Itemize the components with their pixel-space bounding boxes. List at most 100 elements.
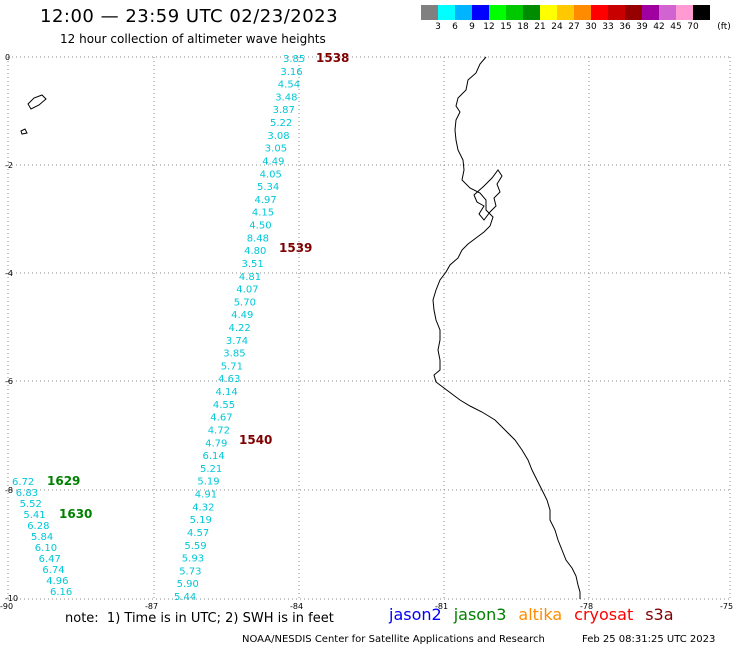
swh-value: 4.96 <box>46 576 68 587</box>
color-swatch <box>540 5 557 20</box>
chart-title: 12:00 — 23:59 UTC 02/23/2023 <box>40 6 339 27</box>
color-scale-label: 36 <box>619 22 631 32</box>
swh-value: 4.32 <box>192 502 214 513</box>
swh-value: 4.15 <box>252 208 274 219</box>
swh-value: 5.84 <box>31 532 53 543</box>
color-swatch <box>489 5 506 20</box>
swh-value: 3.85 <box>283 54 305 65</box>
swh-value: 4.50 <box>249 221 271 232</box>
swh-value: 6.10 <box>35 543 57 554</box>
swh-value: 4.67 <box>210 413 232 424</box>
color-swatch <box>642 5 659 20</box>
swh-value: 4.49 <box>231 310 253 321</box>
swh-value: 5.19 <box>190 515 212 526</box>
swh-value: 6.28 <box>27 521 49 532</box>
swh-value: 5.71 <box>221 361 243 372</box>
swh-value: 6.47 <box>39 554 61 565</box>
lat-label: -2 <box>5 161 13 170</box>
swh-value: 5.22 <box>270 118 292 129</box>
note-text: note: 1) Time is in UTC; 2) SWH is in fe… <box>65 611 334 626</box>
swh-value: 5.59 <box>184 541 206 552</box>
swh-value: 3.87 <box>273 105 295 116</box>
color-scale-label: 33 <box>602 22 614 32</box>
color-swatch <box>625 5 642 20</box>
swh-value: 4.81 <box>239 272 261 283</box>
swh-value: 3.16 <box>280 67 302 78</box>
swh-value: 8.48 <box>247 233 269 244</box>
lat-lon-grid <box>7 56 731 600</box>
color-scale-label: 27 <box>568 22 580 32</box>
satellite-jason3-label: jason3 <box>453 605 507 624</box>
lon-label: -78 <box>580 602 593 611</box>
swh-track-2: 6.726.835.525.416.285.846.106.476.744.96… <box>12 477 72 598</box>
color-scale-label: 24 <box>551 22 563 32</box>
swh-value: 4.72 <box>208 426 230 437</box>
swh-value: 3.85 <box>223 349 245 360</box>
time-label-1540: 1540 <box>239 433 272 447</box>
swh-value: 4.55 <box>213 400 235 411</box>
time-label-1538: 1538 <box>316 51 349 65</box>
lon-label: -90 <box>0 602 13 611</box>
lat-label: -10 <box>5 594 18 603</box>
color-scale-label: 42 <box>653 22 665 32</box>
time-label-1539: 1539 <box>279 241 312 255</box>
color-swatch <box>421 5 438 20</box>
color-scale-label: 30 <box>585 22 597 32</box>
swh-value: 4.63 <box>218 374 240 385</box>
lat-label: -8 <box>5 486 13 495</box>
color-scale-label: 21 <box>534 22 546 32</box>
swh-value: 4.49 <box>262 157 284 168</box>
swh-value: 6.83 <box>16 488 38 499</box>
swh-value: 4.14 <box>216 387 238 398</box>
swh-value: 5.93 <box>182 554 204 565</box>
swh-value: 3.74 <box>226 336 248 347</box>
swh-value: 3.51 <box>242 259 264 270</box>
color-scale-label: 9 <box>469 22 475 32</box>
color-scale-label: 45 <box>670 22 682 32</box>
latitude-labels: 0 -2 -4 -6 -8 -10 <box>5 53 18 603</box>
color-swatch <box>659 5 676 20</box>
color-swatch <box>591 5 608 20</box>
color-swatch <box>472 5 489 20</box>
color-scale-label: 39 <box>636 22 648 32</box>
wave-height-color-scale <box>421 5 710 20</box>
satellite-altika-label: altika <box>518 605 563 624</box>
swh-value: 5.41 <box>23 510 45 521</box>
coastline <box>20 56 581 599</box>
lat-label: 0 <box>5 53 10 62</box>
lon-label: -75 <box>720 602 733 611</box>
longitude-labels: -90 -87 -84 -81 -78 -75 <box>0 602 733 611</box>
swh-value: 4.97 <box>255 195 277 206</box>
color-scale-unit: (ft) <box>717 22 731 32</box>
chart-subtitle: 12 hour collection of altimeter wave hei… <box>60 32 326 46</box>
color-swatch <box>574 5 591 20</box>
footer-timestamp: Feb 25 08:31:25 UTC 2023 <box>582 634 716 645</box>
swh-value: 4.91 <box>195 490 217 501</box>
swh-track-1: 3.853.164.543.483.875.223.083.054.494.05… <box>174 54 305 603</box>
swh-value: 5.34 <box>257 182 279 193</box>
satellite-legend: jason2 jason3 altika cryosat s3a <box>389 605 686 624</box>
pass-time-labels: 1538 1539 1540 1629 1630 <box>47 51 349 521</box>
swh-value: 5.90 <box>177 579 199 590</box>
color-swatch <box>455 5 472 20</box>
lon-label: -84 <box>290 602 303 611</box>
color-swatch <box>676 5 693 20</box>
swh-value: 5.52 <box>20 499 42 510</box>
color-scale-label: 12 <box>483 22 495 32</box>
swh-value: 3.05 <box>265 144 287 155</box>
swh-value: 4.80 <box>244 246 266 257</box>
color-swatch <box>506 5 523 20</box>
swh-value: 4.54 <box>278 80 300 91</box>
swh-value: 5.44 <box>174 592 196 603</box>
lon-label: -81 <box>435 602 448 611</box>
swh-value: 5.73 <box>179 566 201 577</box>
swh-value: 4.07 <box>236 285 258 296</box>
swh-value: 3.08 <box>267 131 289 142</box>
swh-value: 4.05 <box>260 169 282 180</box>
time-label-1629: 1629 <box>47 474 80 488</box>
time-label-1630: 1630 <box>59 507 92 521</box>
color-scale-labels: 3 6 9 12 15 18 21 24 27 30 33 36 39 42 45 70 (ft) <box>421 22 740 34</box>
satellite-cryosat-label: cryosat <box>574 605 634 624</box>
swh-value: 4.22 <box>229 323 251 334</box>
